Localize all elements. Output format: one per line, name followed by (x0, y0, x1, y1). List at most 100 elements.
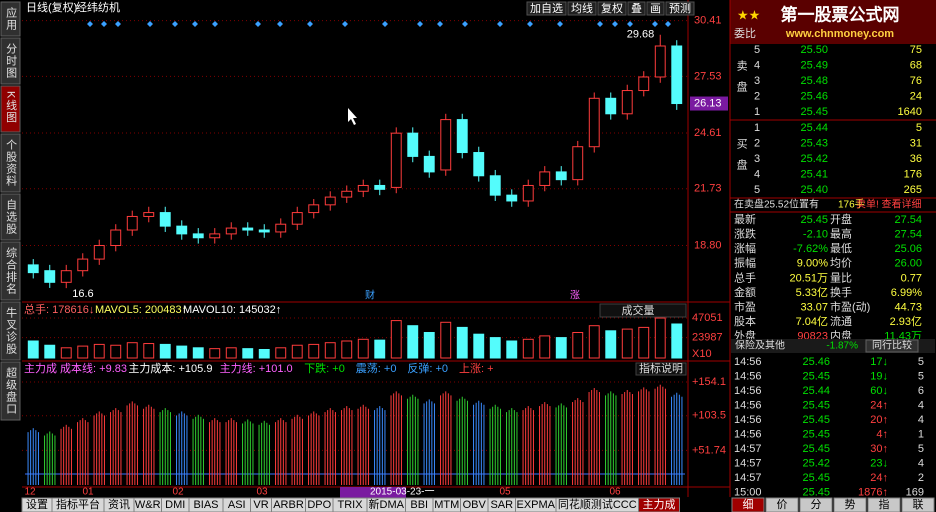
compare-button-label[interactable]: 同行比较 (872, 339, 912, 352)
right-tab[interactable] (765, 497, 799, 512)
event-marker[interactable]: 财 (365, 289, 375, 302)
orderbook-price: 25.44 (800, 122, 828, 134)
bottom-tab-label[interactable]: BIAS (193, 499, 218, 511)
event-marker[interactable]: 涨 (570, 290, 580, 302)
bottom-tab-label[interactable]: EXPMA (516, 499, 555, 511)
event-diamond[interactable] (527, 21, 533, 27)
event-diamond[interactable] (255, 21, 261, 27)
right-tab-label[interactable]: 价 (777, 498, 788, 511)
sidebar-tab-label[interactable]: 综合排名 (5, 246, 18, 295)
event-diamond[interactable] (652, 21, 658, 27)
event-diamond[interactable] (307, 21, 313, 27)
toolbar-button[interactable] (597, 1, 627, 16)
indicator-help[interactable] (635, 362, 687, 376)
bottom-tab-label[interactable]: MTM (434, 499, 459, 511)
event-diamond[interactable] (597, 21, 603, 27)
toolbar-button-label[interactable]: 均线 (571, 1, 593, 15)
event-diamond[interactable] (497, 21, 503, 27)
stat-value: 20.51万 (789, 272, 828, 284)
right-tab[interactable] (833, 497, 867, 512)
sidebar-tab-label[interactable]: 分时图 (5, 43, 18, 79)
indicator-help-label[interactable]: 指标说明 (639, 361, 683, 375)
bottom-tab-label[interactable]: 资讯 (108, 498, 130, 511)
event-diamond[interactable] (417, 21, 423, 27)
bottom-tab-label[interactable]: VR (253, 499, 268, 511)
event-diamond[interactable] (462, 21, 468, 27)
bottom-tab-label[interactable]: BBI (410, 499, 428, 511)
toolbar-button[interactable] (665, 1, 695, 16)
sidebar-tab[interactable] (0, 361, 21, 421)
right-tab-label[interactable]: 细 (743, 498, 754, 511)
event-diamond[interactable] (612, 21, 618, 27)
event-diamond[interactable] (342, 21, 348, 27)
bottom-tab-label[interactable]: DPO (307, 499, 331, 511)
right-tab[interactable] (901, 497, 935, 512)
sidebar-tab-label[interactable]: 牛叉诊股 (5, 306, 18, 355)
event-diamond[interactable] (192, 21, 198, 27)
sidebar-tab-label[interactable]: 个股资料 (5, 139, 18, 187)
event-diamond[interactable] (87, 21, 93, 27)
bottom-tab-label[interactable]: OBV (463, 499, 487, 511)
toolbar-button[interactable] (567, 1, 597, 16)
bottom-tab-label[interactable]: ARBR (273, 499, 304, 511)
toolbar-button[interactable] (646, 1, 665, 16)
event-diamond[interactable] (665, 21, 671, 27)
event-diamond[interactable] (557, 21, 563, 27)
sidebar-tab[interactable] (0, 1, 21, 37)
right-tab-label[interactable]: 势 (845, 498, 856, 511)
alert-text[interactable]: 卖单! 查看详细 (856, 198, 922, 211)
bottom-tab-label[interactable]: DMI (165, 499, 185, 511)
bottom-tab-label[interactable]: 同花顺测试CCC (558, 498, 637, 511)
toolbar-button[interactable] (627, 1, 646, 16)
bottom-tab-label[interactable]: 设置 (26, 498, 48, 511)
toolbar-button-label[interactable]: 复权 (601, 1, 623, 15)
event-diamond[interactable] (212, 21, 218, 27)
bottom-tab-label[interactable]: TRIX (337, 499, 363, 511)
sidebar-tab[interactable] (0, 241, 21, 301)
bottom-tab[interactable] (638, 497, 680, 512)
stat-value: 44.73 (894, 302, 922, 314)
toolbar-button-label[interactable]: 预测 (669, 2, 691, 15)
event-diamond[interactable] (277, 21, 283, 27)
volume-bar (209, 348, 221, 359)
sidebar-tab[interactable] (0, 301, 21, 361)
sidebar-tab[interactable] (0, 193, 21, 241)
event-diamond[interactable] (115, 21, 121, 27)
right-tab[interactable] (731, 497, 765, 512)
event-diamond[interactable] (627, 21, 633, 27)
bottom-tab-label[interactable]: ASI (228, 499, 246, 511)
toolbar-button-label[interactable]: 加自选 (530, 2, 563, 15)
y-tick-label: 47051 (692, 312, 723, 324)
sidebar-tab-label[interactable]: 应用 (5, 6, 18, 31)
sidebar-tab[interactable] (0, 133, 21, 193)
right-tab-label[interactable]: 联 (913, 498, 924, 511)
event-diamond[interactable] (437, 21, 443, 27)
event-diamond[interactable] (382, 21, 388, 27)
event-diamond[interactable] (172, 21, 178, 27)
bottom-tab-label[interactable]: 指标平台 (56, 497, 100, 511)
right-tab[interactable] (867, 497, 901, 512)
indicator-select[interactable] (599, 303, 687, 318)
event-diamond[interactable] (101, 21, 107, 27)
event-diamond[interactable] (147, 21, 153, 27)
indicator-select-label[interactable]: 成交量 (622, 303, 655, 317)
volume-header: MAVOL10: 145032↑ (183, 304, 281, 316)
bottom-tab-label[interactable]: 新DMA (369, 497, 405, 511)
toolbar-button-label[interactable]: 画 (650, 3, 661, 15)
toolbar-button[interactable] (526, 1, 567, 16)
compare-button[interactable] (865, 339, 919, 353)
bottom-tab-label[interactable]: SAR (490, 499, 513, 511)
bottom-tab-label[interactable]: W&R (135, 499, 161, 511)
sidebar-tab[interactable] (0, 85, 21, 133)
sidebar-tab-label[interactable]: K线图 (5, 91, 18, 123)
sidebar-tab-label[interactable]: 自选股 (5, 199, 18, 235)
sidebar-tab-label[interactable]: 超级盘口 (5, 366, 18, 415)
stat-value: 27.54 (894, 229, 922, 241)
sidebar-tab[interactable] (0, 37, 21, 85)
right-tab-label[interactable]: 分 (811, 498, 822, 511)
cost-header: 下跌: +0 (304, 361, 345, 375)
right-tab-label[interactable]: 指 (879, 497, 890, 511)
toolbar-button-label[interactable]: 叠 (631, 2, 642, 15)
right-tab[interactable] (799, 497, 833, 512)
bottom-tab-label[interactable]: 主力成 (643, 498, 676, 511)
